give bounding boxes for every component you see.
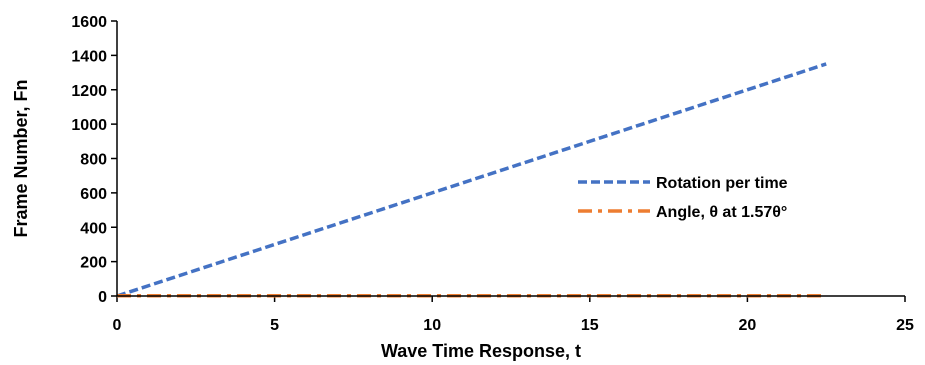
y-tick-label: 400 (80, 220, 107, 237)
x-tick-label: 15 (581, 317, 599, 334)
y-axis-title: Frame Number, Fn (11, 79, 31, 237)
x-axis-ticks: 0 5 10 15 20 25 (113, 296, 914, 334)
x-tick-label: 25 (896, 317, 914, 334)
x-tick-label: 0 (113, 317, 122, 334)
x-tick-label: 20 (739, 317, 757, 334)
y-tick-label: 1400 (71, 48, 107, 65)
y-tick-label: 1000 (71, 117, 107, 134)
y-tick-label: 1600 (71, 14, 107, 31)
y-tick-label: 600 (80, 186, 107, 203)
legend: Rotation per time Angle, θ at 1.57θ° (578, 175, 788, 221)
x-tick-label: 5 (270, 317, 279, 334)
x-axis-title: Wave Time Response, t (381, 341, 581, 361)
x-tick-label: 10 (423, 317, 441, 334)
legend-label: Rotation per time (656, 175, 788, 192)
legend-label: Angle, θ at 1.57θ° (656, 204, 787, 221)
y-tick-label: 0 (98, 289, 107, 306)
y-tick-label: 1200 (71, 83, 107, 100)
y-axis-ticks: 0 200 400 600 800 1000 1200 1400 1600 (71, 14, 117, 306)
y-tick-label: 200 (80, 255, 107, 272)
series-line-1 (116, 62, 827, 298)
y-tick-label: 800 (80, 152, 107, 169)
